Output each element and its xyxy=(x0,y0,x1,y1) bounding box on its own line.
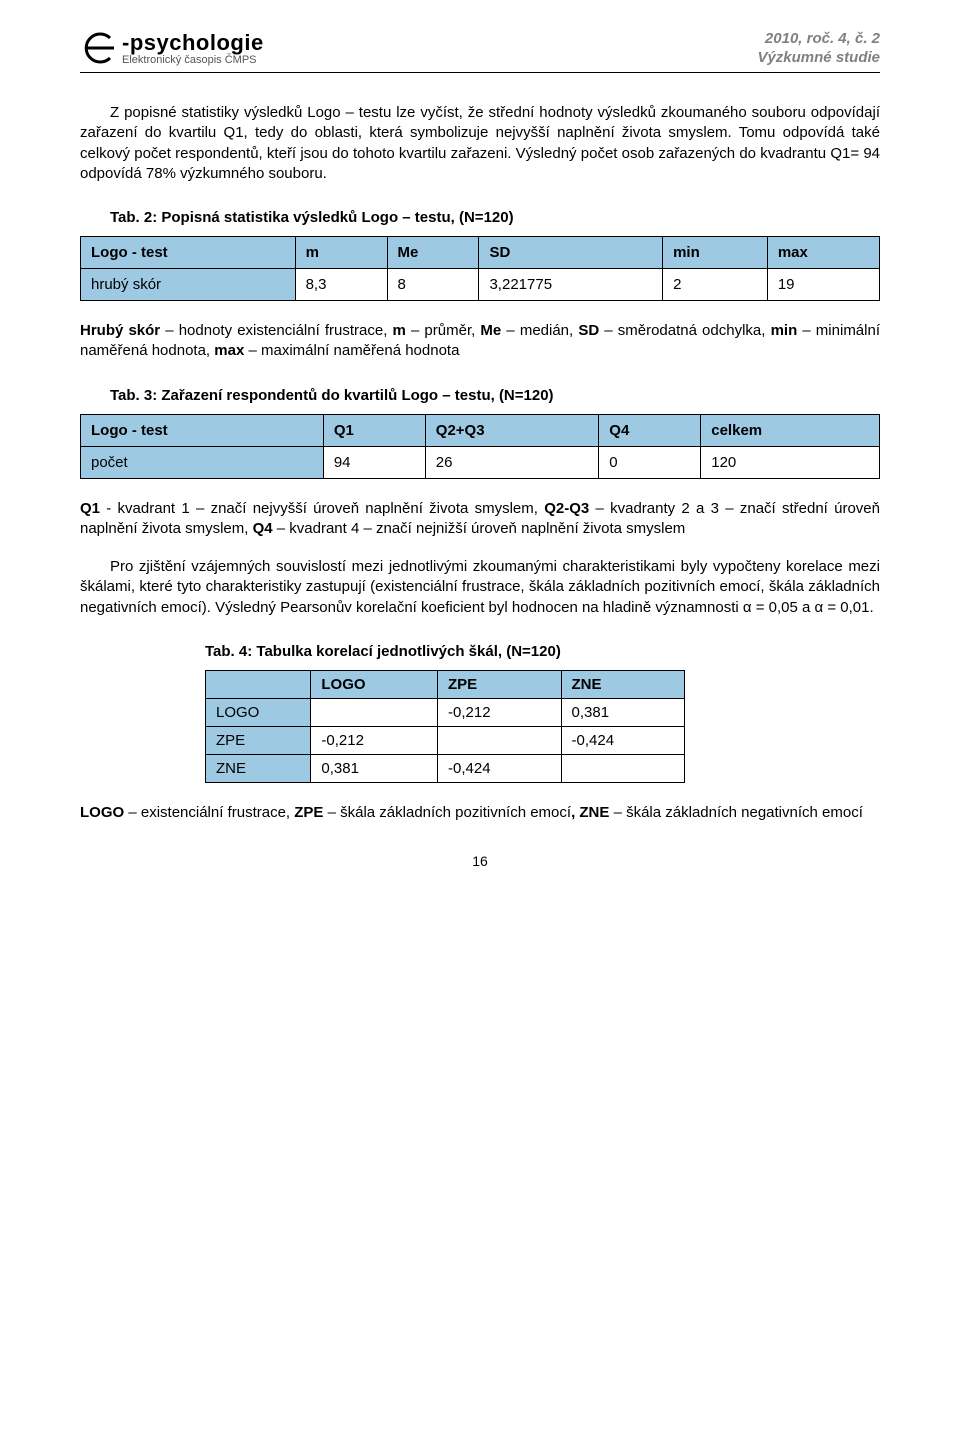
legend-bold: Q4 xyxy=(253,520,273,537)
tab2-h4: min xyxy=(663,237,768,269)
tab3-c3: 120 xyxy=(701,446,880,478)
tab4-r1-c2: -0,424 xyxy=(561,726,685,754)
legend-bold: m xyxy=(393,322,406,339)
tab2-title: Tab. 2: Popisná statistika výsledků Logo… xyxy=(110,209,880,226)
tab4-h3: ZNE xyxy=(561,670,685,698)
tab4-r2-c2 xyxy=(561,754,685,782)
tab3-h0: Logo - test xyxy=(81,414,324,446)
tab4-r0-c2: 0,381 xyxy=(561,698,685,726)
tab3-c1: 26 xyxy=(425,446,599,478)
table-2: Logo - test m Me SD min max hrubý skór 8… xyxy=(80,236,880,301)
legend-bold: Me xyxy=(480,322,501,339)
legend-text: - kvadrant 1 – značí nejvyšší úroveň nap… xyxy=(100,500,544,517)
table-row: Logo - test m Me SD min max xyxy=(81,237,880,269)
page-root: -psychologie Elektronický časopis ČMPS 2… xyxy=(0,0,960,909)
tab2-c4: 19 xyxy=(767,269,879,301)
tab2-h1: m xyxy=(295,237,387,269)
legend-text: – škála základních pozitivních emocí xyxy=(323,804,571,821)
tab4-r0-c1: -0,212 xyxy=(438,698,561,726)
tab3-title: Tab. 3: Zařazení respondentů do kvartilů… xyxy=(110,387,880,404)
tab4-r1-label: ZPE xyxy=(206,726,311,754)
tab4-r2-label: ZNE xyxy=(206,754,311,782)
tab4-r0-label: LOGO xyxy=(206,698,311,726)
tab2-h3: SD xyxy=(479,237,663,269)
tab3-c2: 0 xyxy=(599,446,701,478)
legend-text: – maximální naměřená hodnota xyxy=(244,342,459,359)
tab2-h5: max xyxy=(767,237,879,269)
legend-text: – kvadrant 4 – značí nejnižší úroveň nap… xyxy=(273,520,686,537)
legend-bold: max xyxy=(214,342,244,359)
table-4: LOGO ZPE ZNE LOGO -0,212 0,381 ZPE -0,21… xyxy=(205,670,685,783)
tab3-h3: Q4 xyxy=(599,414,701,446)
paragraph-2: Pro zjištění vzájemných souvislostí mezi… xyxy=(80,557,880,618)
legend-text: – směrodatná odchylka, xyxy=(599,322,770,339)
logo-text: -psychologie Elektronický časopis ČMPS xyxy=(122,30,264,66)
tab2-h2: Me xyxy=(387,237,479,269)
tab2-rowlabel: hrubý skór xyxy=(81,269,296,301)
page-number: 16 xyxy=(80,853,880,869)
tab4-r2-c0: 0,381 xyxy=(311,754,438,782)
logo-icon xyxy=(80,30,116,66)
legend-text: – existenciální frustrace, xyxy=(124,804,294,821)
tab4-r0-c0 xyxy=(311,698,438,726)
legend-bold: , ZNE xyxy=(571,804,609,821)
tab4-h2: ZPE xyxy=(438,670,561,698)
logo-main: -psychologie xyxy=(122,30,264,56)
tab3-rowlabel: počet xyxy=(81,446,324,478)
issue-line: 2010, roč. 4, č. 2 xyxy=(757,30,880,47)
tab4-h0 xyxy=(206,670,311,698)
paragraph-1: Z popisné statistiky výsledků Logo – tes… xyxy=(80,103,880,184)
legend-bold: SD xyxy=(578,322,599,339)
header-right: 2010, roč. 4, č. 2 Výzkumné studie xyxy=(757,30,880,66)
tab4-r1-c0: -0,212 xyxy=(311,726,438,754)
table-row: počet 94 26 0 120 xyxy=(81,446,880,478)
tab3-h2: Q2+Q3 xyxy=(425,414,599,446)
page-header: -psychologie Elektronický časopis ČMPS 2… xyxy=(80,30,880,73)
legend-text: – medián, xyxy=(501,322,578,339)
table-3: Logo - test Q1 Q2+Q3 Q4 celkem počet 94 … xyxy=(80,414,880,479)
tab3-c0: 94 xyxy=(323,446,425,478)
table-row: hrubý skór 8,3 8 3,221775 2 19 xyxy=(81,269,880,301)
table-row: LOGO ZPE ZNE xyxy=(206,670,685,698)
table-row: ZNE 0,381 -0,424 xyxy=(206,754,685,782)
legend-bold: Hrubý skór xyxy=(80,322,160,339)
tab2-h0: Logo - test xyxy=(81,237,296,269)
tab2-c0: 8,3 xyxy=(295,269,387,301)
legend-text: – hodnoty existenciální frustrace, xyxy=(160,322,392,339)
tab4-r1-c1 xyxy=(438,726,561,754)
tab4-r2-c1: -0,424 xyxy=(438,754,561,782)
tab3-h4: celkem xyxy=(701,414,880,446)
legend-bold: Q2-Q3 xyxy=(544,500,589,517)
table-row: LOGO -0,212 0,381 xyxy=(206,698,685,726)
tab2-c3: 2 xyxy=(663,269,768,301)
legend-tab2: Hrubý skór – hodnoty existenciální frust… xyxy=(80,321,880,362)
logo-sub: Elektronický časopis ČMPS xyxy=(122,54,264,66)
legend-tab4: LOGO – existenciální frustrace, ZPE – šk… xyxy=(80,803,880,823)
tab4-h1: LOGO xyxy=(311,670,438,698)
legend-bold: ZPE xyxy=(294,804,323,821)
legend-tab3: Q1 - kvadrant 1 – značí nejvyšší úroveň … xyxy=(80,499,880,540)
logo-block: -psychologie Elektronický časopis ČMPS xyxy=(80,30,264,66)
legend-text: – průměr, xyxy=(406,322,481,339)
legend-bold: LOGO xyxy=(80,804,124,821)
tab2-c1: 8 xyxy=(387,269,479,301)
legend-bold: Q1 xyxy=(80,500,100,517)
legend-bold: min xyxy=(771,322,798,339)
section-line: Výzkumné studie xyxy=(757,49,880,66)
tab2-c2: 3,221775 xyxy=(479,269,663,301)
table-row: Logo - test Q1 Q2+Q3 Q4 celkem xyxy=(81,414,880,446)
tab3-h1: Q1 xyxy=(323,414,425,446)
table-row: ZPE -0,212 -0,424 xyxy=(206,726,685,754)
legend-text: – škála základních negativních emocí xyxy=(609,804,862,821)
tab4-title: Tab. 4: Tabulka korelací jednotlivých šk… xyxy=(205,643,880,660)
